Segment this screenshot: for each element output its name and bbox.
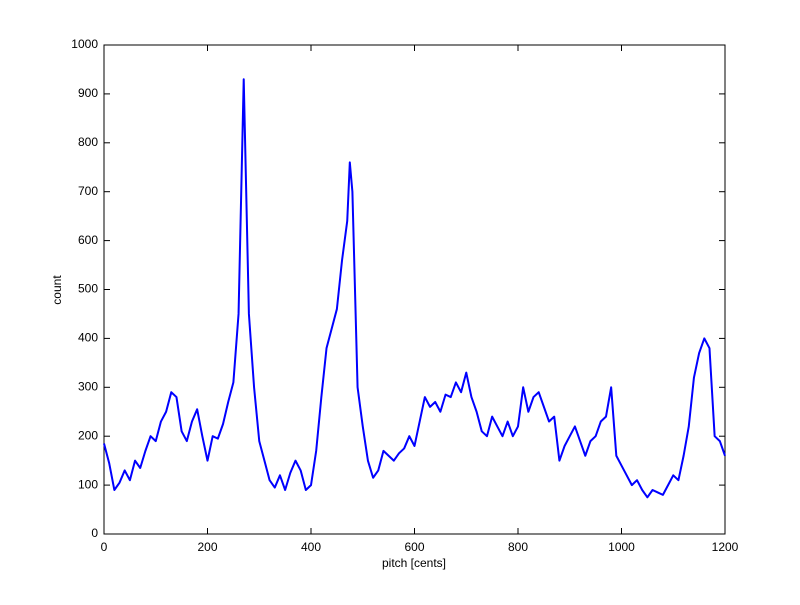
y-tick-label: 900 bbox=[78, 86, 98, 100]
y-tick-label: 0 bbox=[91, 526, 98, 540]
y-tick-label: 1000 bbox=[71, 37, 98, 51]
x-tick-label: 1200 bbox=[712, 540, 739, 554]
x-tick-label: 600 bbox=[404, 540, 424, 554]
y-tick-label: 700 bbox=[78, 184, 98, 198]
x-tick-label: 800 bbox=[508, 540, 528, 554]
y-tick-label: 600 bbox=[78, 233, 98, 247]
x-tick-label: 200 bbox=[197, 540, 217, 554]
x-axis-label: pitch [cents] bbox=[382, 556, 446, 570]
y-tick-label: 500 bbox=[78, 282, 98, 296]
y-tick-label: 200 bbox=[78, 428, 98, 442]
x-tick-label: 0 bbox=[101, 540, 108, 554]
y-tick-label: 100 bbox=[78, 477, 98, 491]
plot-frame bbox=[103, 44, 726, 535]
y-tick-label: 800 bbox=[78, 135, 98, 149]
y-tick-label: 400 bbox=[78, 331, 98, 345]
y-tick-label: 300 bbox=[78, 379, 98, 393]
y-axis-label: count bbox=[50, 275, 64, 305]
data-line bbox=[103, 78, 726, 499]
x-tick-label: 1000 bbox=[608, 540, 635, 554]
x-tick-label: 400 bbox=[301, 540, 321, 554]
